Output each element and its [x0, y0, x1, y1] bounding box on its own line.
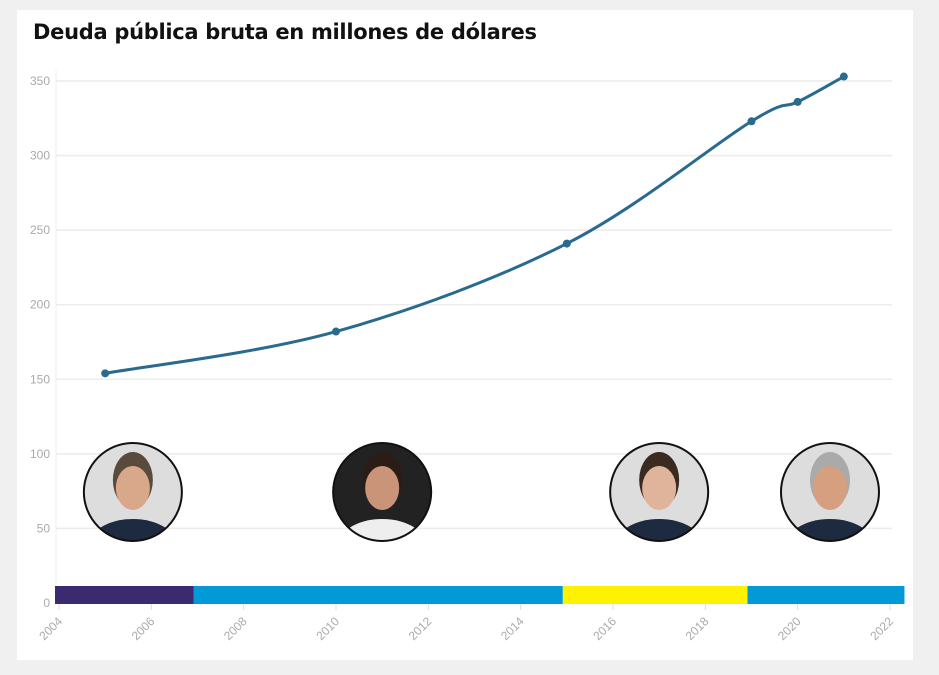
- data-point: [332, 327, 340, 336]
- president-portrait-2-icon: [332, 442, 433, 542]
- x-tick-label: 2004: [36, 614, 65, 643]
- x-tick-label: 2022: [867, 614, 896, 643]
- y-tick-label: 100: [30, 447, 50, 461]
- data-point: [793, 97, 802, 106]
- period-bar: [747, 586, 905, 604]
- data-point: [839, 72, 848, 81]
- period-bar: [562, 586, 748, 604]
- x-tick-label: 2012: [406, 614, 435, 643]
- x-tick-label: 2016: [590, 614, 619, 643]
- data-point: [101, 369, 110, 378]
- period-bar: [193, 586, 563, 604]
- data-point: [562, 239, 571, 248]
- y-tick-label: 0: [43, 596, 50, 610]
- president-portrait-4-icon: [779, 442, 880, 542]
- x-tick-label: 2020: [775, 614, 804, 643]
- x-tick-label: 2008: [221, 614, 250, 643]
- period-bar: [55, 586, 194, 604]
- y-tick-label: 350: [30, 74, 50, 88]
- y-tick-label: 50: [37, 521, 51, 535]
- y-tick-label: 200: [30, 298, 50, 312]
- president-portrait-1-icon: [82, 442, 183, 542]
- x-tick-label: 2010: [313, 614, 342, 643]
- y-tick-label: 250: [30, 223, 50, 237]
- y-tick-label: 300: [30, 149, 50, 163]
- data-point: [747, 117, 756, 126]
- chart-title: Deuda pública bruta en millones de dólar…: [33, 20, 537, 44]
- chart-card: [17, 10, 913, 660]
- president-portrait-3-icon: [609, 442, 710, 542]
- y-tick-label: 150: [30, 372, 50, 386]
- series-line: [104, 75, 845, 375]
- x-tick-label: 2014: [498, 614, 527, 643]
- x-tick-label: 2006: [129, 614, 158, 643]
- x-tick-label: 2018: [683, 614, 712, 643]
